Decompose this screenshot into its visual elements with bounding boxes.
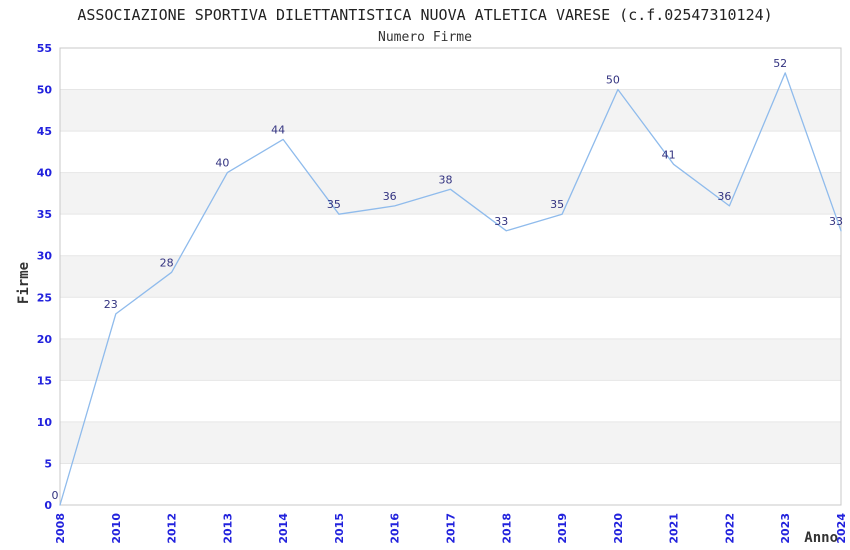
data-label: 38 — [439, 173, 453, 186]
plot-band — [60, 421, 841, 464]
chart-title: ASSOCIAZIONE SPORTIVA DILETTANTISTICA NU… — [77, 6, 772, 24]
y-tick-label: 45 — [37, 125, 52, 138]
y-tick-label: 40 — [37, 167, 53, 180]
y-tick-label: 15 — [37, 374, 52, 387]
x-tick-label: 2022 — [723, 513, 736, 544]
y-tick-label: 0 — [44, 499, 52, 512]
x-axis-title: Anno — [804, 530, 838, 546]
x-tick-label: 2013 — [221, 513, 234, 544]
x-tick-label: 2024 — [835, 513, 848, 544]
plot-band — [60, 338, 841, 381]
data-label: 36 — [717, 190, 731, 203]
plot-band — [60, 255, 841, 298]
data-label: 44 — [271, 123, 285, 136]
data-label: 36 — [383, 190, 397, 203]
x-tick-label: 2019 — [556, 513, 569, 544]
x-tick-label: 2015 — [333, 513, 346, 544]
x-tick-label: 2017 — [445, 513, 458, 544]
y-tick-label: 25 — [37, 291, 52, 304]
data-label: 41 — [662, 148, 676, 161]
y-tick-label: 20 — [37, 333, 53, 346]
y-tick-label: 30 — [37, 250, 53, 263]
x-tick-label: 2023 — [779, 513, 792, 544]
data-labels-layer: 0 23 28 40 44 35 36 38 33 35 50 41 36 52 33 — [52, 57, 844, 502]
y-tick-label: 5 — [44, 458, 52, 471]
x-tick-label: 2018 — [500, 513, 513, 544]
y-tick-label: 35 — [37, 208, 52, 221]
gridlines-layer — [60, 89, 841, 464]
y-tick-labels: 0 5 10 15 20 25 30 35 40 45 50 55 — [37, 42, 53, 512]
data-label: 40 — [215, 157, 229, 170]
x-tick-label: 2014 — [277, 513, 290, 544]
data-label: 35 — [550, 198, 564, 211]
x-tick-label: 2012 — [166, 513, 179, 544]
data-label: 23 — [104, 298, 118, 311]
data-label: 28 — [160, 256, 174, 269]
plot-band — [60, 172, 841, 215]
data-label: 35 — [327, 198, 341, 211]
x-tick-labels: 2008 2010 2012 2013 2014 2015 2016 2017 2018 2019… — [54, 513, 848, 544]
x-tick-label: 2008 — [54, 513, 67, 544]
data-label: 50 — [606, 74, 620, 87]
data-line — [59, 72, 842, 506]
plot-band — [60, 89, 841, 132]
y-tick-label: 10 — [37, 416, 53, 429]
bands-layer — [60, 89, 841, 464]
data-label: 33 — [829, 215, 843, 228]
data-label: 52 — [773, 57, 787, 70]
x-tick-label: 2010 — [110, 513, 123, 544]
y-axis-title: Firme — [16, 262, 32, 304]
chart-subtitle: Numero Firme — [378, 30, 472, 45]
x-tick-label: 2020 — [612, 513, 625, 544]
data-label: 0 — [52, 489, 59, 502]
plot-border — [59, 47, 842, 506]
x-tick-label: 2016 — [389, 513, 402, 544]
y-tick-label: 50 — [37, 84, 53, 97]
y-tick-label: 55 — [37, 42, 52, 55]
data-label: 33 — [494, 215, 508, 228]
x-tick-label: 2021 — [668, 513, 681, 544]
